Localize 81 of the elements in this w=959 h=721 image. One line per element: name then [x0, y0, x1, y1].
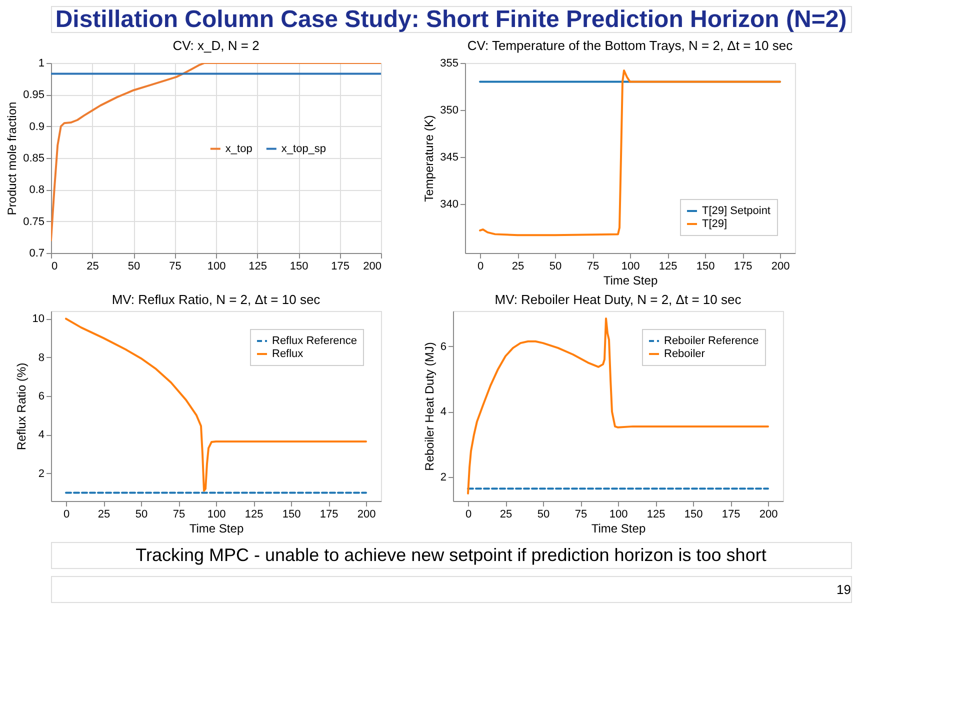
- x-tick-label: 175: [320, 508, 338, 520]
- y-axis-title: Reboiler Heat Duty (MJ): [422, 342, 436, 471]
- x-tick-label: 75: [169, 260, 182, 272]
- x-axis-title: Time Step: [189, 522, 244, 536]
- legend-label: T[29]: [702, 218, 728, 230]
- x-tick-label: 50: [549, 260, 562, 272]
- y-tick-label: 0.9: [29, 120, 44, 133]
- x-tick-label: 0: [477, 260, 484, 272]
- legend-label: x_top: [225, 142, 252, 155]
- x-tick-label: 0: [63, 508, 70, 520]
- x-tick-label: 150: [696, 260, 715, 272]
- line-series: [51, 63, 381, 242]
- legend-label: Reflux: [272, 348, 304, 360]
- x-tick-label: 125: [248, 260, 267, 272]
- x-tick-label: 175: [331, 260, 350, 272]
- x-tick-label: 125: [646, 508, 666, 520]
- x-tick-label: 200: [357, 508, 376, 520]
- y-tick-label: 0.75: [23, 216, 44, 228]
- x-tick-label: 150: [684, 508, 703, 520]
- x-tick-label: 100: [609, 508, 628, 520]
- y-tick-label: 1: [38, 58, 44, 70]
- x-tick-label: 50: [537, 508, 550, 520]
- x-tick-label: 125: [658, 260, 678, 272]
- text: Tracking MPC - unable to achieve new setpoint if prediction horizon is too short: [136, 545, 766, 565]
- x-axis-title: Time Step: [591, 522, 646, 536]
- x-tick-label: 0: [52, 260, 58, 272]
- line-series: [467, 318, 769, 494]
- legend-label: T[29] Setpoint: [702, 205, 770, 217]
- x-tick-label: 75: [586, 260, 600, 272]
- chart-title: MV: Reboiler Heat Duty, N = 2, Δt = 10 sec: [494, 292, 742, 307]
- y-tick-label: 10: [32, 313, 44, 326]
- x-tick-label: 75: [574, 508, 588, 520]
- x-tick-label: 150: [290, 260, 308, 272]
- x-tick-label: 25: [512, 260, 524, 272]
- y-tick-label: 2: [440, 472, 446, 484]
- y-axis-title: Reflux Ratio (%): [14, 362, 28, 450]
- x-tick-label: 100: [621, 260, 640, 272]
- chart-title: MV: Reflux Ratio, N = 2, Δt = 10 sec: [112, 292, 321, 307]
- y-tick-label: 355: [440, 58, 458, 70]
- x-tick-label: 200: [363, 260, 382, 272]
- x-tick-label: 75: [172, 508, 186, 520]
- line-series: [65, 318, 367, 492]
- x-tick-label: 150: [282, 508, 301, 520]
- x-tick-label: 175: [722, 508, 740, 520]
- y-tick-label: 350: [440, 104, 458, 117]
- x-tick-label: 200: [759, 508, 778, 520]
- x-tick-label: 25: [500, 508, 512, 520]
- x-tick-label: 100: [207, 260, 226, 272]
- x-tick-label: 200: [771, 260, 790, 272]
- text: Distillation Column Case Study: Short Finite Prediction Horizon (N=2): [55, 6, 847, 33]
- y-tick-label: 0.8: [29, 184, 44, 196]
- legend-label: Reboiler Reference: [664, 335, 759, 347]
- legend-label: Reflux Reference: [272, 335, 357, 347]
- y-tick-label: 345: [440, 152, 458, 164]
- x-tick-label: 50: [135, 508, 148, 520]
- y-tick-label: 4: [440, 406, 446, 418]
- y-tick-label: 0.95: [23, 89, 44, 102]
- y-tick-label: 6: [38, 390, 44, 403]
- text: 19: [836, 582, 851, 597]
- x-axis-title: Time Step: [603, 274, 658, 288]
- y-axis-title: Product mole fraction: [5, 102, 20, 216]
- x-tick-label: 0: [465, 508, 472, 520]
- x-tick-label: 25: [98, 508, 110, 520]
- chart-title: CV: x_D, N = 2: [172, 38, 260, 53]
- y-tick-label: 8: [38, 352, 44, 364]
- legend-label: x_top_sp: [281, 142, 326, 155]
- x-tick-label: 50: [128, 260, 140, 272]
- y-tick-label: 2: [38, 468, 44, 480]
- y-tick-label: 340: [440, 198, 458, 211]
- y-tick-label: 0.85: [23, 152, 44, 164]
- y-tick-label: 4: [38, 429, 44, 442]
- y-tick-label: 6: [440, 340, 446, 353]
- x-tick-label: 100: [207, 508, 226, 520]
- x-tick-label: 25: [86, 260, 99, 272]
- y-axis-title: Temperature (K): [422, 115, 436, 202]
- y-tick-label: 0.7: [29, 248, 44, 260]
- x-tick-label: 125: [244, 508, 264, 520]
- line-series: [479, 70, 781, 236]
- x-tick-label: 175: [734, 260, 752, 272]
- chart-title: CV: Temperature of the Bottom Trays, N = 2, Δt = 10 sec: [467, 38, 794, 53]
- legend-label: Reboiler: [664, 348, 706, 360]
